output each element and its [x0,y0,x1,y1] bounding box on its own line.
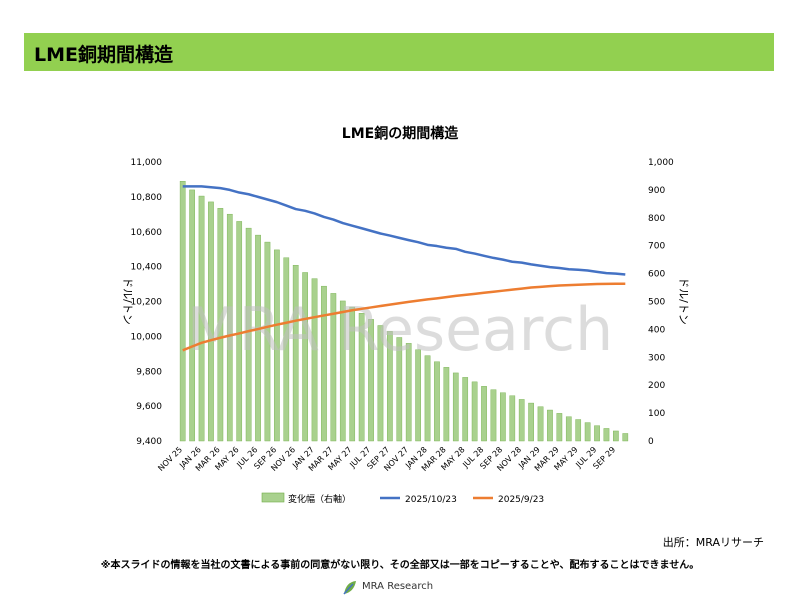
bar [424,355,431,442]
header-bar: LME銅期間構造 [24,33,774,71]
legend-label: 2025/9/23 [498,495,544,505]
logo-text: MRA Research [362,581,434,592]
bar [584,422,591,442]
line-series-sep [182,282,626,352]
bar [622,433,629,442]
y2-tick-label: 600 [648,270,665,280]
y2-axis-label: ドル/トン [677,277,690,325]
y2-tick-label: 700 [648,242,665,252]
leaf-icon [343,581,356,595]
bar [415,349,421,442]
bar [613,430,619,442]
bar [462,377,469,442]
disclaimer-text: ※本スライドの情報を当社の文書による事前の同意がない限り、その全部又は一部をコピ… [100,560,700,571]
y-tick-label: 9,400 [136,437,162,447]
bar [565,416,572,442]
bar [518,399,525,442]
bar [208,201,214,442]
source-note: 出所：MRAリサーチ [662,536,764,549]
legend-swatch-bar [261,492,285,503]
bar [387,331,393,442]
bar [274,249,280,442]
bar [377,325,384,442]
bar [528,402,534,442]
legend-label: 変化幅（右軸） [288,493,351,505]
bar [179,181,186,442]
bar [189,189,195,442]
bar [594,425,600,442]
chart-title: LME銅の期間構造 [342,125,458,142]
x-tick-label: NOV 25 [156,445,184,473]
y-tick-label: 10,200 [131,298,163,308]
bar [339,300,346,442]
page-title: LME銅期間構造 [34,44,173,66]
bar [537,406,544,442]
bar [396,337,403,442]
y-tick-label: 10,800 [131,193,163,203]
bar [368,319,374,442]
bar [603,428,610,442]
bar [264,241,271,442]
bar [217,208,224,442]
bar [358,313,365,442]
bar [198,195,205,442]
bar [481,386,487,442]
y2-tick-label: 300 [648,353,665,363]
bar [500,392,506,442]
bar [283,257,290,442]
bar [434,361,440,442]
bar [405,343,412,442]
bar [349,306,356,442]
y2-tick-label: 800 [648,214,665,224]
y-tick-label: 9,600 [136,402,162,412]
y2-tick-label: 0 [648,437,654,447]
y-axis-label: ドル/トン [121,277,134,325]
y2-tick-label: 400 [648,325,665,335]
y-tick-label: 10,400 [131,263,163,273]
y2-tick-label: 900 [648,186,665,196]
line-series-oct [182,185,626,276]
y-tick-label: 11,000 [131,158,163,168]
bar [471,381,478,442]
bar [245,227,252,442]
bar [292,265,299,442]
bar [547,409,553,442]
legend-label: 2025/10/23 [405,495,457,505]
y2-tick-label: 200 [648,381,665,391]
bar [321,285,327,442]
y-tick-label: 10,000 [131,332,163,342]
bar [509,395,516,442]
y2-tick-label: 100 [648,409,665,419]
y2-tick-label: 1,000 [648,158,674,168]
y-tick-label: 9,800 [136,367,162,377]
bar [330,293,337,442]
bar [556,413,563,442]
bar [443,367,450,442]
y-tick-label: 10,600 [131,228,163,238]
bar [236,221,243,442]
y2-tick-label: 500 [648,298,665,308]
company-logo: MRA Research [340,578,470,598]
bar [452,372,459,442]
bar [255,234,261,442]
bar [302,272,308,442]
bar [490,389,497,442]
term-structure-chart: LME銅の期間構造 9,400 9,600 9,800 10,000 10,200 10,4… [121,125,690,505]
bar [226,213,233,442]
bar [311,278,318,442]
bar [575,419,582,442]
